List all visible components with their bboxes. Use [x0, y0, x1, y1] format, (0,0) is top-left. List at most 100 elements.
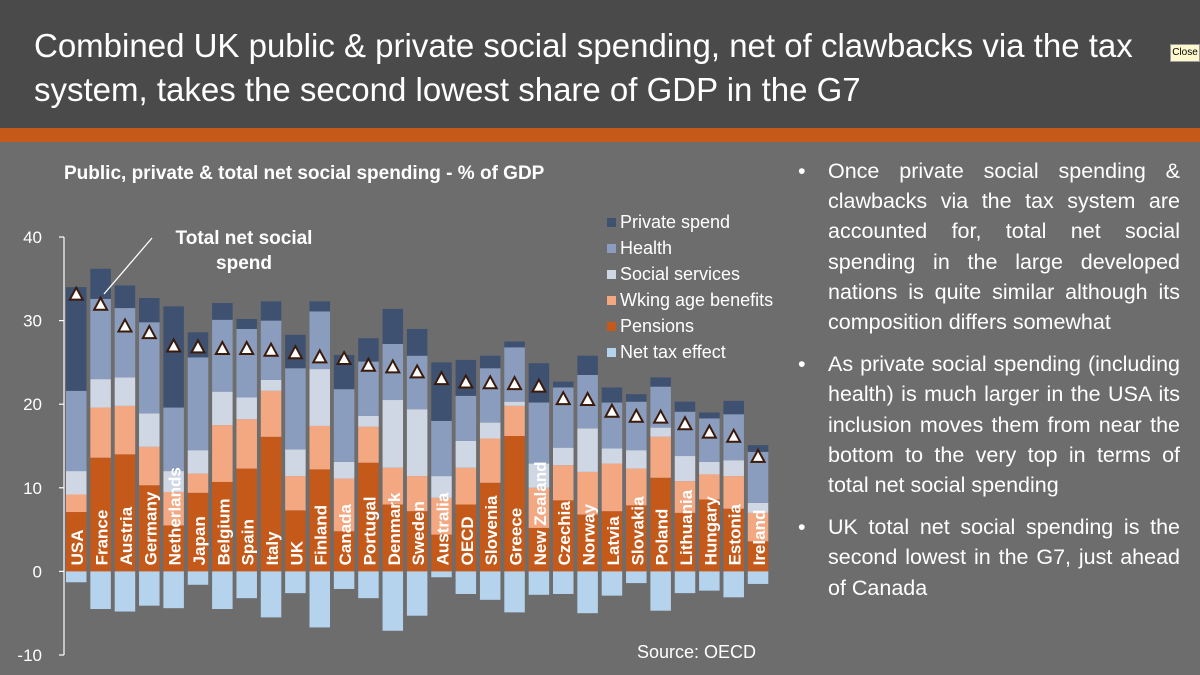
bar-segment	[650, 386, 671, 428]
accent-rule	[0, 128, 1200, 142]
bar-segment	[66, 512, 87, 572]
bar-segment	[650, 377, 671, 387]
bar-segment	[479, 438, 501, 483]
category-label: Ireland	[750, 510, 769, 566]
bar-segment	[90, 298, 111, 380]
bar-segment	[309, 311, 330, 370]
bar-segment	[699, 474, 720, 500]
bar-segment	[212, 303, 233, 320]
bar-segment	[479, 571, 501, 600]
header-bar: Combined UK public & private social spen…	[0, 0, 1200, 128]
legend-swatch	[607, 244, 616, 253]
bar-segment	[114, 285, 136, 309]
bar-segment	[285, 368, 306, 450]
y-tick-label: 30	[23, 312, 42, 331]
bar-segment	[358, 415, 379, 427]
bar-segment	[528, 402, 550, 464]
category-label: Portugal	[360, 496, 379, 565]
bar-segment	[212, 425, 233, 482]
bar-segment	[699, 412, 720, 419]
bar-segment	[553, 447, 574, 466]
bar-segment	[747, 502, 769, 513]
bar-segment	[504, 401, 525, 406]
bullet-list: • Once private social spending & clawbac…	[795, 156, 1180, 615]
total-marker	[457, 373, 475, 389]
total-marker	[579, 390, 596, 407]
bullet-item: • Once private social spending & clawbac…	[795, 156, 1180, 337]
y-tick-label: 10	[23, 479, 42, 498]
bar-segment	[187, 473, 209, 493]
bar-segment	[406, 409, 428, 477]
total-marker	[238, 339, 255, 356]
category-label: OECD	[458, 516, 477, 565]
bar-segment	[504, 571, 525, 613]
legend-label: Social services	[620, 264, 740, 284]
total-marker	[92, 295, 109, 311]
total-marker	[676, 415, 694, 431]
y-tick-label: 0	[33, 562, 42, 581]
bar-segment	[431, 362, 452, 421]
bar-segment	[577, 355, 598, 375]
bar-segment	[163, 471, 184, 492]
bar-segment	[382, 400, 404, 468]
bar-segment	[212, 319, 233, 392]
bar-segment	[236, 468, 257, 572]
close-button[interactable]: Close	[1170, 44, 1200, 62]
category-label: Latvia	[604, 516, 623, 566]
bar-segment	[528, 527, 550, 572]
bar-segment	[626, 571, 647, 584]
bar-segment	[260, 390, 282, 437]
bar-segment	[187, 492, 209, 572]
bar-segment	[431, 571, 452, 578]
bar-segment	[577, 471, 598, 515]
category-label: Spain	[239, 519, 258, 565]
bar-segment	[650, 477, 671, 572]
bar-segment	[163, 491, 184, 526]
bar-segment	[114, 405, 136, 455]
bar-segment	[504, 435, 525, 572]
total-marker	[749, 447, 767, 463]
total-marker	[433, 370, 450, 386]
bar-segment	[163, 306, 184, 408]
total-marker	[335, 349, 353, 366]
category-label: Canada	[336, 503, 355, 565]
bar-segment	[431, 534, 452, 572]
category-label: Slovakia	[628, 496, 647, 566]
bar-segment	[285, 510, 306, 572]
total-marker	[116, 317, 134, 333]
legend-swatch	[607, 348, 616, 357]
bar-segment	[212, 571, 233, 610]
bullet-item: • As private social spending (including …	[795, 349, 1180, 500]
category-label: France	[93, 510, 112, 566]
legend-label: Wking age benefits	[620, 290, 773, 310]
category-label: USA	[68, 529, 87, 565]
category-label: Australia	[434, 492, 453, 565]
bar-segment	[577, 428, 598, 472]
bar-segment	[285, 571, 306, 594]
total-marker	[165, 337, 182, 353]
bar-segment	[723, 571, 744, 598]
total-marker	[482, 374, 499, 390]
bar-segment	[236, 318, 257, 329]
bar-segment	[382, 571, 404, 631]
bar-segment	[553, 465, 574, 501]
bar-segment	[699, 418, 720, 462]
bar-segment	[333, 389, 355, 462]
bar-segment	[626, 394, 647, 402]
bar-segment	[601, 448, 623, 464]
bullet-item: • UK total net social spending is the se…	[795, 512, 1180, 603]
total-marker	[141, 324, 158, 340]
bar-segment	[66, 571, 87, 583]
bar-segment	[187, 450, 209, 474]
bar-segment	[212, 481, 233, 572]
bar-segment	[601, 511, 623, 572]
bar-segment	[528, 463, 550, 488]
bar-segment	[406, 571, 428, 616]
bar-segment	[285, 476, 306, 511]
bar-segment	[723, 476, 744, 509]
legend-swatch	[607, 322, 616, 331]
bar-segment	[528, 571, 550, 595]
bar-segment	[455, 467, 477, 505]
bar-segment	[504, 405, 525, 436]
total-marker	[701, 423, 718, 439]
